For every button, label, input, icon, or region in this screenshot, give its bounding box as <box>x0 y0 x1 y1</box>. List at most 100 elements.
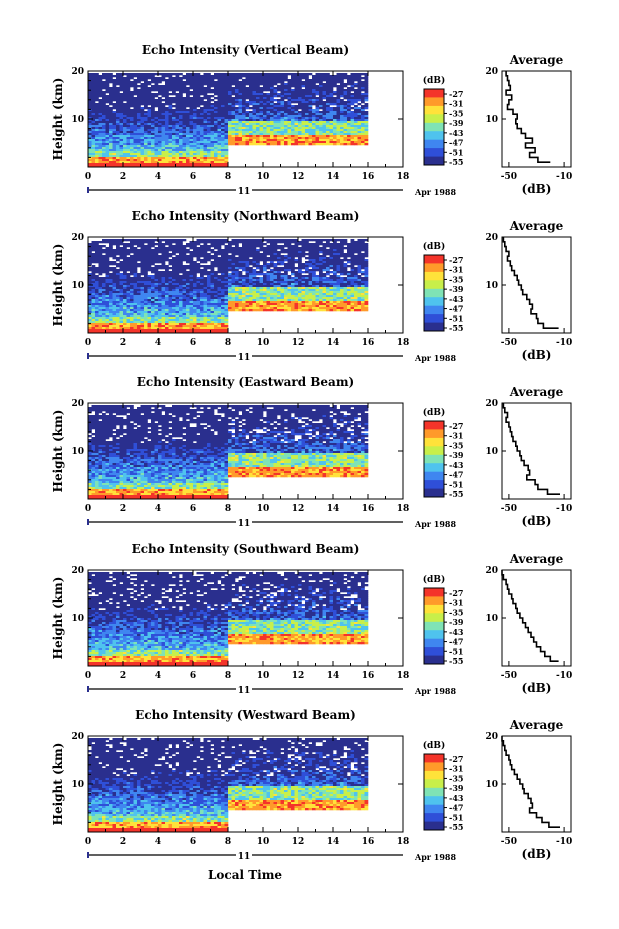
colorbar-swatch <box>424 122 444 132</box>
x-tick-label: 10 <box>257 504 270 514</box>
colorbar-tick-label: -39 <box>449 450 464 460</box>
day-label: 11 <box>238 852 251 862</box>
colorbar-frame <box>423 88 445 166</box>
colorbar-swatch <box>424 97 444 107</box>
day-label: 11 <box>238 353 251 363</box>
x-tick-label: 6 <box>190 504 196 514</box>
x-tick-label: 12 <box>292 172 305 182</box>
colorbar-swatch <box>424 446 444 456</box>
x-tick-label: 12 <box>292 338 305 348</box>
average-x-label: (dB) <box>522 182 552 196</box>
intensity-field <box>88 738 369 833</box>
panel-title: Echo Intensity (Northward Beam) <box>132 209 360 223</box>
colorbar-tick-label: -43 <box>449 128 464 138</box>
average-y-tick-label: 10 <box>485 115 498 125</box>
colorbar-swatch <box>424 762 444 772</box>
panel-title: Echo Intensity (Vertical Beam) <box>142 43 349 57</box>
x-tick-label: 0 <box>85 338 91 348</box>
colorbar-tick-label: -39 <box>449 783 464 793</box>
colorbar-frame <box>423 420 445 498</box>
date-label: Apr 1988 <box>414 187 457 197</box>
panel-1: Echo Intensity (Vertical Beam) 0 2 4 6 8 10 12 1… <box>51 43 572 197</box>
x-tick-label: 10 <box>257 837 270 847</box>
colorbar-tick-label: -31 <box>449 99 463 109</box>
x-tick-label: 16 <box>362 837 375 847</box>
y-axis-label: Height (km) <box>51 743 65 826</box>
x-tick-label: 16 <box>362 338 375 348</box>
colorbar-swatch <box>424 131 444 141</box>
x-tick-label: 8 <box>225 338 231 348</box>
x-tick-label: 2 <box>120 837 126 847</box>
colorbar-swatch <box>424 437 444 447</box>
x-tick-label: 10 <box>257 671 270 681</box>
average-x-label: (dB) <box>522 847 552 861</box>
average-frame <box>501 569 572 667</box>
colorbar-tick-label: -35 <box>449 274 463 284</box>
colorbar-tick-label: -27 <box>449 255 463 265</box>
colorbar-tick-label: -55 <box>449 656 463 666</box>
average-x-label: (dB) <box>522 514 552 528</box>
colorbar-title: (dB) <box>423 75 445 86</box>
colorbar-tick-label: -31 <box>449 431 463 441</box>
average-x-tick-label: -50 <box>501 837 517 847</box>
colorbar-frame <box>423 753 445 831</box>
colorbar-swatch <box>424 488 444 498</box>
average-y-tick-label: 10 <box>485 780 498 790</box>
colorbar-swatch <box>424 156 444 166</box>
colorbar-title: (dB) <box>423 740 445 751</box>
colorbar-swatch <box>424 463 444 473</box>
colorbar-swatch <box>424 630 444 640</box>
x-tick-label: 14 <box>327 172 340 182</box>
colorbar-tick-label: -51 <box>449 479 463 489</box>
x-tick-label: 18 <box>397 504 410 514</box>
colorbar-tick-label: -35 <box>449 773 463 783</box>
colorbar-frame <box>423 254 445 332</box>
panel-title: Echo Intensity (Westward Beam) <box>135 708 356 722</box>
x-tick-label: 0 <box>85 837 91 847</box>
x-tick-label: 18 <box>397 671 410 681</box>
average-title: Average <box>509 385 564 399</box>
colorbar-swatch <box>424 638 444 648</box>
average-y-tick-label: 20 <box>485 233 498 243</box>
average-y-tick-label: 10 <box>485 614 498 624</box>
average-title: Average <box>509 552 564 566</box>
x-tick-label: 8 <box>225 837 231 847</box>
colorbar-tick-label: -51 <box>449 646 463 656</box>
colorbar-swatch <box>424 89 444 98</box>
day-label: 11 <box>238 187 251 197</box>
colorbar-swatch <box>424 454 444 464</box>
x-tick-label: 12 <box>292 837 305 847</box>
x-tick-label: 14 <box>327 504 340 514</box>
colorbar-swatch <box>424 779 444 789</box>
average-y-tick-label: 10 <box>485 447 498 457</box>
day-label-bg <box>236 683 252 695</box>
colorbar-tick-label: -27 <box>449 421 463 431</box>
colorbar-swatch <box>424 787 444 797</box>
panel-3: Echo Intensity (Eastward Beam) 0 2 4 6 8 10 12 1… <box>51 375 572 529</box>
colorbar-tick-label: -31 <box>449 598 463 608</box>
colorbar-swatch <box>424 754 444 763</box>
x-tick-label: 6 <box>190 172 196 182</box>
y-tick-label: 20 <box>71 67 84 77</box>
average-y-tick-label: 20 <box>485 399 498 409</box>
colorbar-tick-label: -55 <box>449 323 463 333</box>
x-tick-label: 0 <box>85 504 91 514</box>
y-tick-label: 10 <box>71 447 84 457</box>
day-label-bg <box>236 350 252 362</box>
intensity-field <box>88 572 369 667</box>
x-tick-label: 12 <box>292 671 305 681</box>
average-profile-line <box>502 237 559 329</box>
x-tick-label: 0 <box>85 671 91 681</box>
colorbar-tick-label: -47 <box>449 637 463 647</box>
average-title: Average <box>509 718 564 732</box>
colorbar-swatch <box>424 770 444 780</box>
average-y-tick-label: 20 <box>485 67 498 77</box>
average-x-label: (dB) <box>522 681 552 695</box>
average-x-label: (dB) <box>522 348 552 362</box>
colorbar-tick-label: -55 <box>449 157 463 167</box>
y-axis-label: Height (km) <box>51 410 65 493</box>
x-tick-label: 12 <box>292 504 305 514</box>
x-tick-label: 6 <box>190 671 196 681</box>
colorbar-tick-label: -51 <box>449 812 463 822</box>
